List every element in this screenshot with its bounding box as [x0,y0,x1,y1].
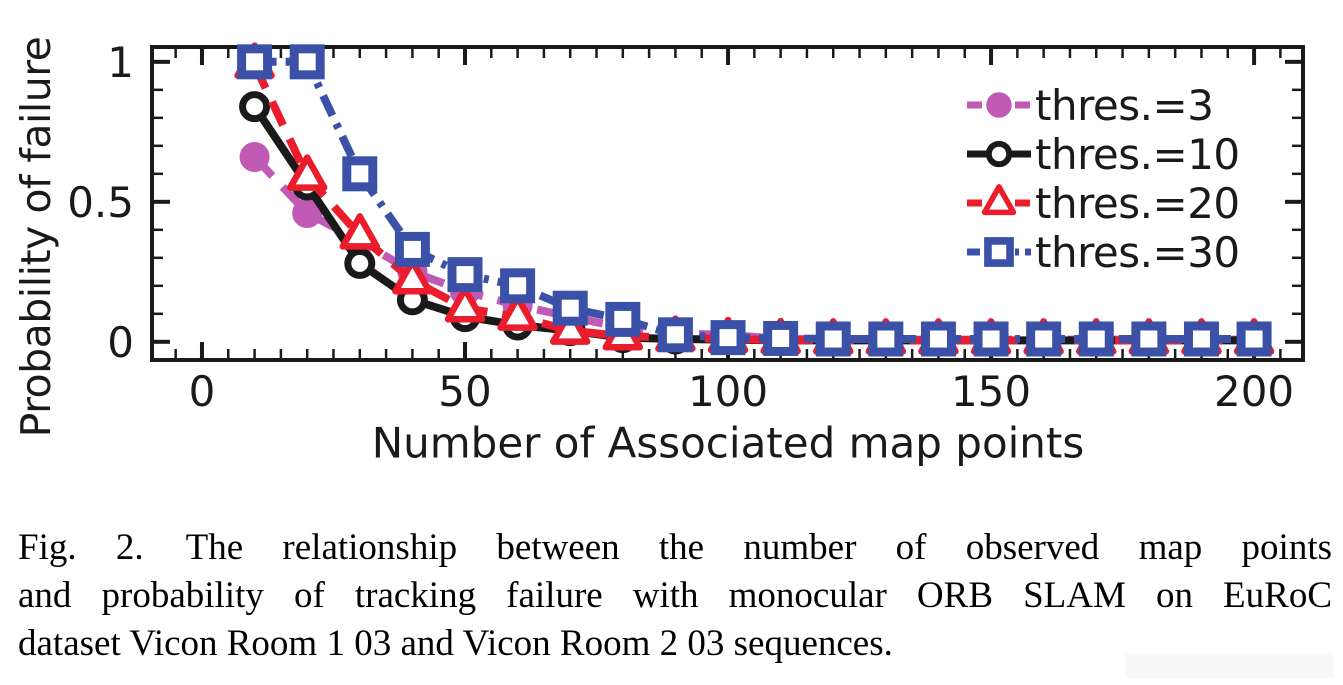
legend-key-thres-20-icon [967,184,1031,216]
plot-border [150,45,1305,362]
series-thres-30 [237,44,1272,357]
legend-key-thres-10-icon [967,140,1031,168]
legend-entry-thres-20: thres.=20 [966,178,1240,228]
highlight-artifact [1125,653,1333,678]
x-tick-label: 200 [1214,367,1294,416]
legend-entry-thres-10: thres.=10 [966,129,1240,179]
tick-labels: 0 50 100 150 200 0 0.5 1 [67,38,1294,416]
legend-entry-thres-30: thres.=30 [966,227,1240,277]
legend-key-thres-30-icon [967,237,1031,267]
caption-line-1-text: The relationship between the number of o… [185,527,1332,568]
legend-entry-thres-3: thres.=3 [966,80,1240,130]
y-tick-label: 0.5 [67,178,134,227]
x-tick-label: 100 [688,367,768,416]
chart-legend: thres.=3 thres.=10 thres.=20 thres.=30 [966,80,1240,279]
legend-key-thres-3-icon [967,92,1031,118]
caption-fig-number: Fig. 2. [18,527,144,568]
y-tick-label: 0 [107,318,134,367]
failure-probability-chart: 0 50 100 150 200 0 0.5 1 [67,38,1305,416]
legend-label-thres-3: thres.=3 [1035,80,1214,130]
legend-label-thres-10: thres.=10 [1035,129,1240,179]
caption-line-3: dataset Vicon Room 1 03 and Vicon Room 2… [18,623,893,664]
legend-label-thres-20: thres.=20 [1035,178,1240,228]
caption-line-2: and probability of tracking failure with… [18,575,1332,616]
x-tick-label: 50 [438,367,491,416]
x-tick-label: 150 [951,367,1031,416]
y-axis-label: Probability of failure [12,36,60,438]
x-tick-label: 0 [189,367,216,416]
caption-line-1: Fig. 2. The relationship between the numb… [18,524,1332,572]
figure-caption: Fig. 2. The relationship between the numb… [18,524,1332,668]
x-axis-label: Number of Associated map points [371,418,1085,468]
y-tick-label: 1 [107,38,134,87]
legend-label-thres-30: thres.=30 [1035,227,1240,277]
